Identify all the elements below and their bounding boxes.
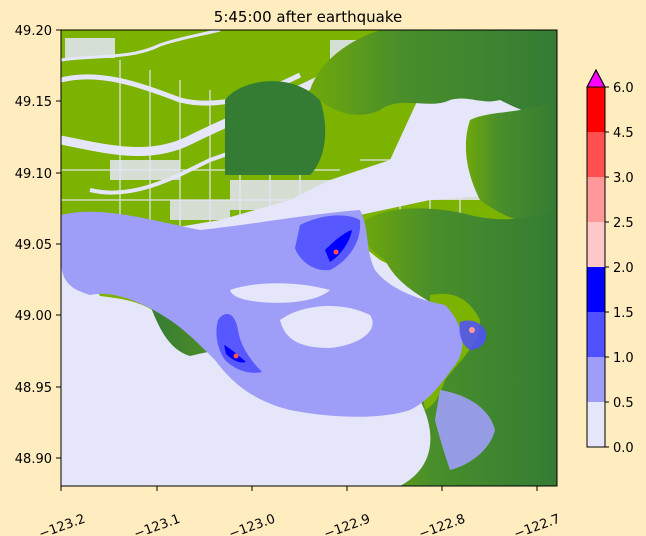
y-tick-label: 49.15 bbox=[15, 95, 52, 110]
wave-zone-3 bbox=[459, 320, 487, 350]
upland-centre bbox=[225, 81, 326, 175]
calm-centre bbox=[280, 305, 373, 348]
y-tick-label: 48.95 bbox=[15, 381, 52, 396]
colorbar-segment-3 bbox=[587, 267, 605, 312]
hotspot-1 bbox=[333, 249, 339, 255]
upland-southeast bbox=[360, 208, 557, 486]
colorbar-tick-label: 3.0 bbox=[613, 171, 634, 186]
colorbar-tick-label: 0.0 bbox=[613, 441, 634, 456]
colorbar-segment-4 bbox=[587, 222, 605, 267]
colorbar-tick-label: 2.0 bbox=[613, 261, 634, 276]
x-tick-label: −122.7 bbox=[512, 512, 562, 536]
colorbar-tick-label: 4.5 bbox=[613, 126, 634, 141]
wave-zone-1 bbox=[295, 215, 361, 271]
upland-east bbox=[465, 100, 557, 224]
colorbar-tick-label: 1.0 bbox=[613, 351, 634, 366]
x-tick-label: −123.1 bbox=[132, 512, 182, 536]
x-axis bbox=[60, 486, 538, 491]
colorbar-segment-5 bbox=[587, 177, 605, 222]
colorbar-tick-label: 2.5 bbox=[613, 216, 634, 231]
upland-northeast bbox=[310, 30, 557, 115]
map-area bbox=[61, 30, 557, 486]
colorbar-tick-label: 6.0 bbox=[613, 81, 634, 96]
x-tick-label: −122.8 bbox=[417, 512, 467, 536]
y-tick-label: 49.05 bbox=[15, 238, 52, 253]
map-title: 5:45:00 after earthquake bbox=[214, 8, 402, 26]
colorbar-segment-1 bbox=[587, 357, 605, 402]
y-tick-label: 49.10 bbox=[15, 167, 52, 182]
x-tick-label: −122.9 bbox=[322, 512, 372, 536]
wave-plume-south bbox=[435, 390, 495, 470]
colorbar-segment-6 bbox=[587, 132, 605, 177]
colorbar-segment-7 bbox=[587, 87, 605, 132]
colorbar-tick-label: 1.5 bbox=[613, 306, 634, 321]
colorbar-tick-label: 0.5 bbox=[613, 396, 634, 411]
colorbar-extend-arrow bbox=[586, 68, 606, 88]
wave-zone-2 bbox=[216, 314, 262, 373]
colorbar-segment-0 bbox=[587, 402, 605, 447]
hotspot-3 bbox=[469, 327, 475, 333]
high-wave-1 bbox=[325, 230, 352, 262]
wave-zone-wide bbox=[61, 210, 463, 417]
y-tick-label: 49.00 bbox=[15, 309, 52, 324]
y-axis bbox=[56, 29, 61, 459]
y-tick-label: 48.90 bbox=[15, 452, 52, 467]
colorbar-segment-2 bbox=[587, 312, 605, 357]
y-tick-label: 49.20 bbox=[15, 24, 52, 39]
x-tick-label: −123.2 bbox=[37, 512, 87, 536]
x-tick-label: −123.0 bbox=[227, 512, 277, 536]
colorbar bbox=[586, 68, 609, 448]
calm-lobe bbox=[230, 283, 330, 303]
hotspot-2 bbox=[233, 353, 239, 359]
map-frame bbox=[60, 29, 558, 487]
